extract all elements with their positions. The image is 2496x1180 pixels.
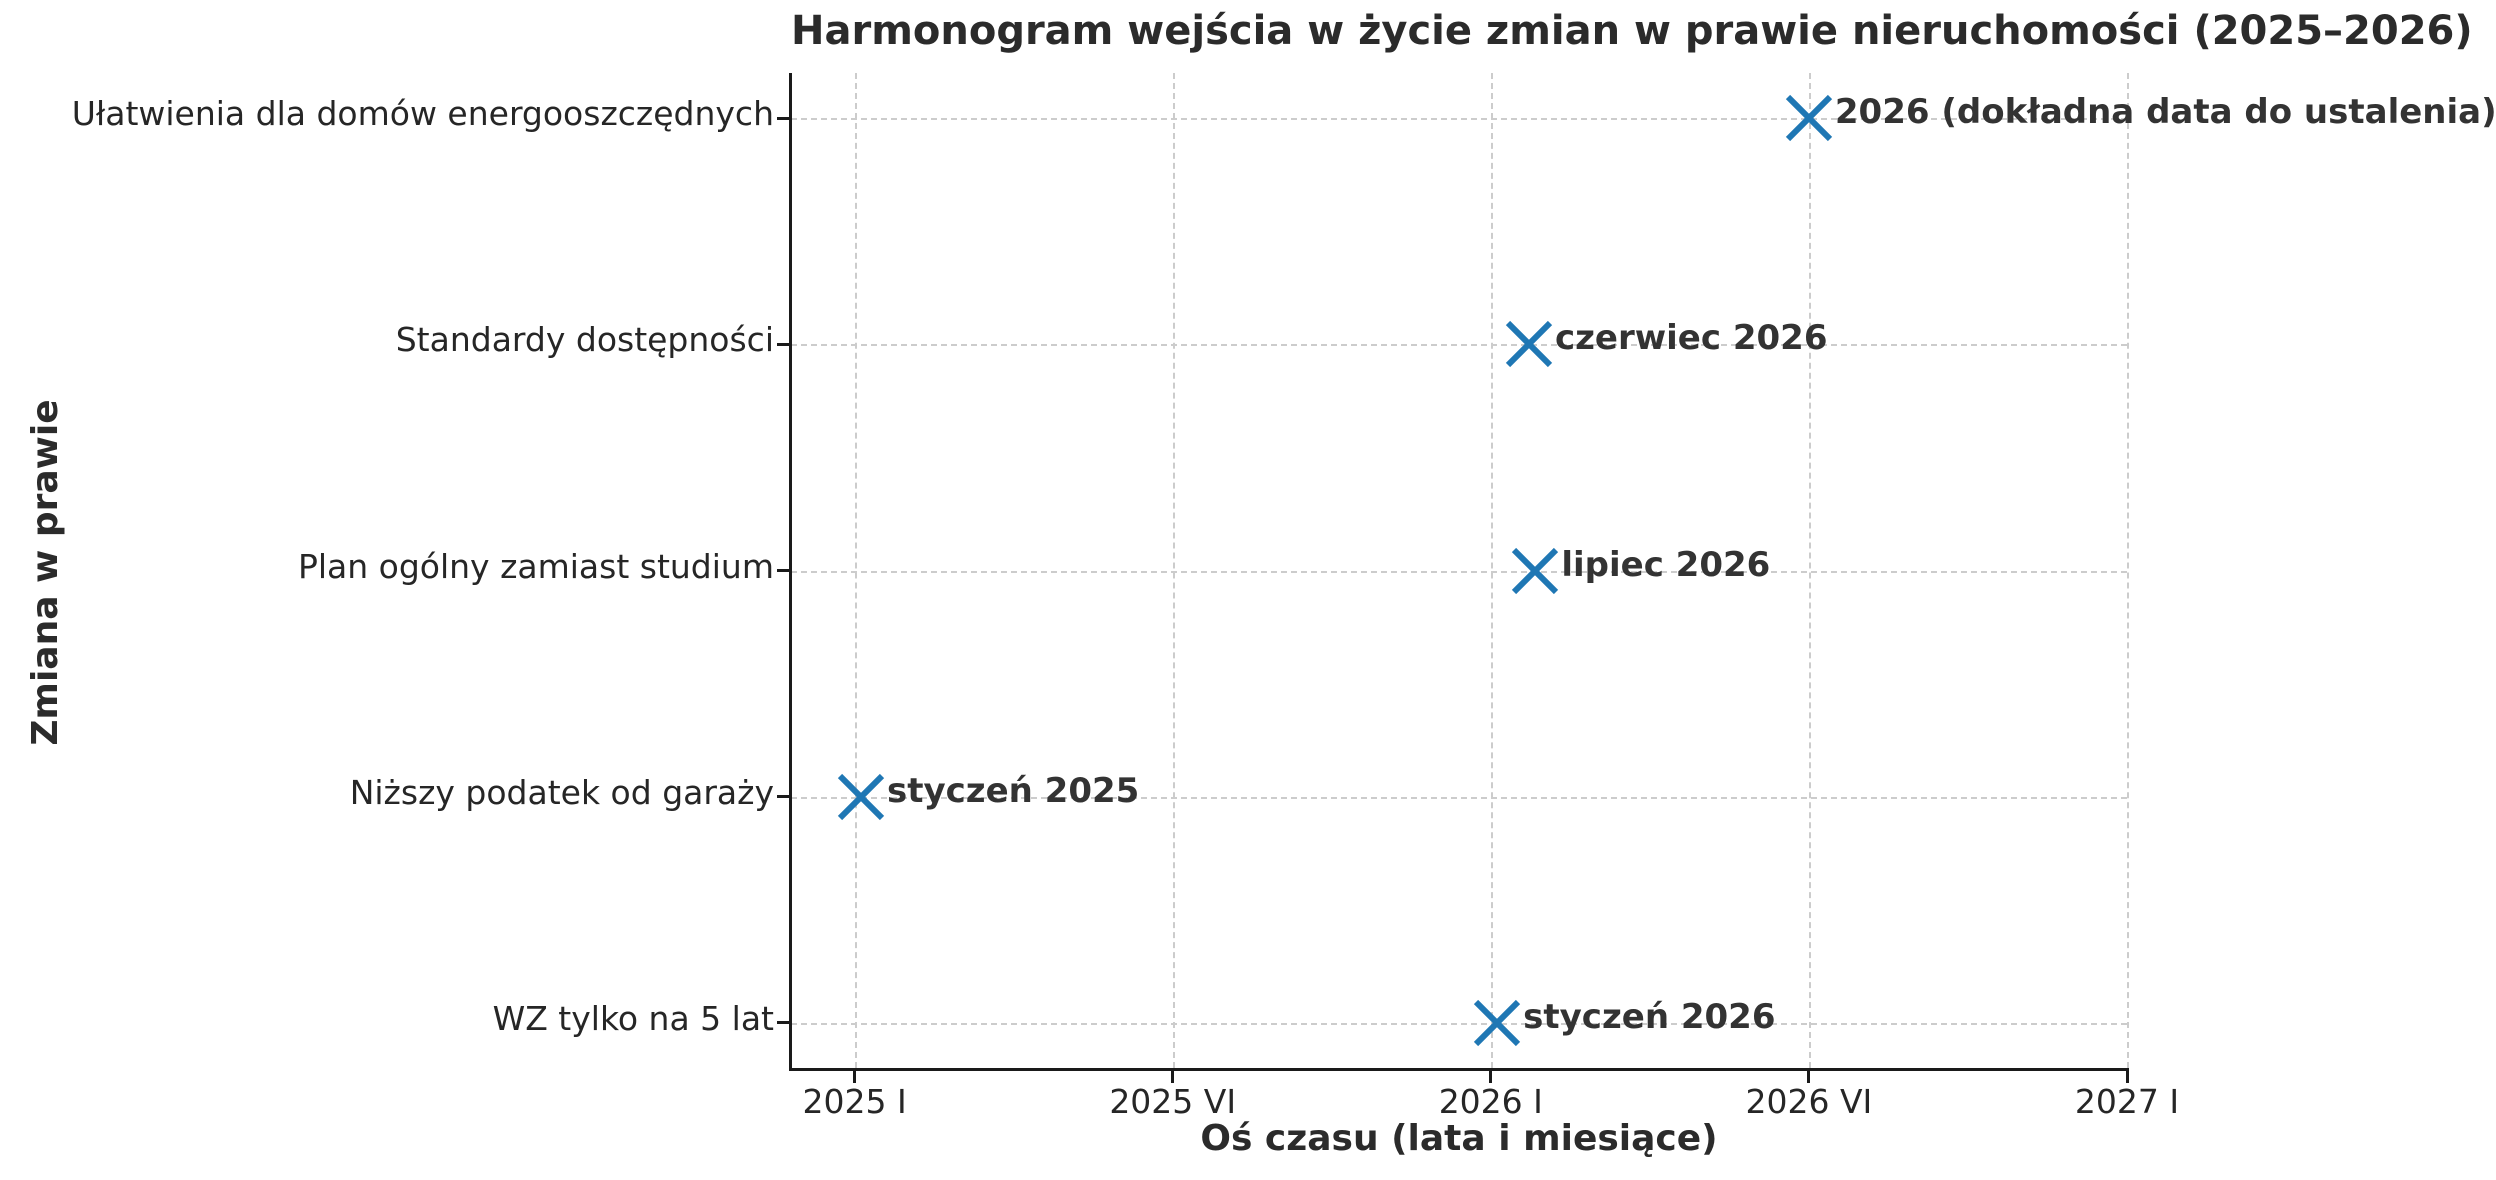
- y-tick-mark: [777, 795, 789, 799]
- x-tick-mark: [853, 1071, 857, 1083]
- y-axis-spine: [789, 73, 792, 1071]
- data-point-label: styczeń 2026: [1523, 996, 1776, 1037]
- x-marker-icon: [1785, 95, 1833, 142]
- plot-area: [791, 73, 2129, 1068]
- data-point-label: lipiec 2026: [1561, 544, 1771, 585]
- y-tick-mark: [777, 569, 789, 572]
- y-gridline: [791, 570, 2127, 573]
- x-tick-mark: [2125, 1071, 2129, 1083]
- data-point-label: 2026 (dokładna data do ustalenia): [1834, 92, 2496, 133]
- x-tick-label: 2025 I: [802, 1082, 907, 1121]
- data-point-marker: [1511, 547, 1559, 595]
- data-point-marker: [837, 773, 885, 821]
- x-tick-label: 2026 VI: [1745, 1082, 1873, 1121]
- x-axis-label: Oś czasu (lata i miesiące): [1200, 1118, 1718, 1159]
- data-point-marker: [1785, 94, 1833, 142]
- x-gridline: [2127, 73, 2129, 1068]
- x-axis-spine: [789, 1068, 2129, 1071]
- x-marker-icon: [1512, 547, 1559, 594]
- x-tick-mark: [1807, 1071, 1811, 1083]
- y-gridline: [791, 118, 2127, 121]
- y-gridline: [791, 1022, 2127, 1025]
- x-marker-icon: [1474, 999, 1521, 1046]
- y-tick-mark: [777, 342, 789, 346]
- y-tick-label: Standardy dostępności: [395, 320, 774, 360]
- x-tick-mark: [1171, 1071, 1175, 1083]
- x-tick-mark: [1489, 1071, 1493, 1083]
- x-tick-label: 2025 VI: [1109, 1082, 1237, 1121]
- y-tick-label: Plan ogólny zamiast studium: [297, 546, 774, 586]
- x-marker-icon: [1505, 321, 1553, 368]
- y-tick-label: WZ tylko na 5 lat: [492, 998, 774, 1038]
- y-gridline: [791, 344, 2127, 347]
- x-marker-icon: [837, 773, 885, 820]
- y-gridline: [791, 796, 2127, 799]
- data-point-label: styczeń 2025: [886, 770, 1140, 811]
- data-point-marker: [1505, 320, 1553, 368]
- y-tick-label: Ułatwienia dla domów energooszczędnych: [71, 94, 774, 134]
- y-tick-mark: [777, 1021, 789, 1025]
- data-point-label: czerwiec 2026: [1554, 318, 1828, 359]
- x-tick-label: 2026 I: [1438, 1082, 1543, 1121]
- chart-title: Harmonogram wejścia w życie zmian w praw…: [791, 8, 2473, 54]
- x-tick-label: 2027 I: [2074, 1082, 2180, 1121]
- y-tick-label: Niższy podatek od garaży: [349, 772, 774, 812]
- data-point-marker: [1473, 999, 1521, 1047]
- y-tick-mark: [777, 116, 789, 120]
